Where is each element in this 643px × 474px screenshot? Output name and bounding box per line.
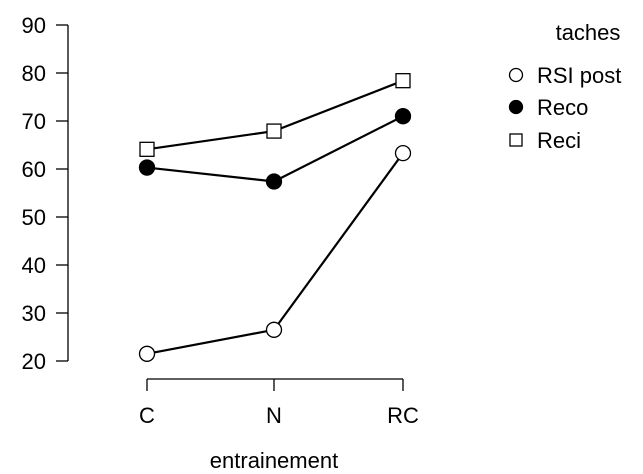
point-rsi-post <box>138 345 156 362</box>
y-axis: 20 30 40 50 60 70 80 90 <box>22 13 69 374</box>
legend-marker-reci <box>509 133 523 147</box>
point-reco <box>138 159 156 176</box>
legend: taches RSI post Reco Reci <box>508 20 621 153</box>
series-line-reci <box>146 79 404 151</box>
x-tick-label: N <box>266 403 282 428</box>
legend-label-rsi-post: RSI post <box>537 63 621 88</box>
x-axis: C N RC <box>139 378 419 428</box>
y-tick-label: 80 <box>22 61 46 86</box>
point-reci <box>266 123 282 139</box>
y-tick-label: 90 <box>22 13 46 38</box>
series-points <box>138 73 412 362</box>
x-tick-label: RC <box>387 403 419 428</box>
point-reci <box>139 141 155 157</box>
y-tick-label: 40 <box>22 253 46 278</box>
legend-label-reco: Reco <box>537 95 588 120</box>
series-lines <box>146 79 404 355</box>
x-axis-title: entrainement <box>210 448 338 473</box>
point-rsi-post <box>394 145 412 162</box>
y-tick-label: 20 <box>22 349 46 374</box>
point-reci <box>395 73 411 89</box>
legend-marker-reco <box>508 99 524 115</box>
legend-marker-rsi-post <box>508 67 524 83</box>
point-reco <box>265 173 283 190</box>
legend-label-reci: Reci <box>537 128 581 153</box>
y-tick-label: 70 <box>22 109 46 134</box>
x-tick-label: C <box>139 403 155 428</box>
point-rsi-post <box>265 321 283 338</box>
y-tick-label: 30 <box>22 301 46 326</box>
legend-title: taches <box>556 20 621 45</box>
y-tick-label: 50 <box>22 205 46 230</box>
point-reco <box>394 108 412 125</box>
y-tick-label: 60 <box>22 157 46 182</box>
